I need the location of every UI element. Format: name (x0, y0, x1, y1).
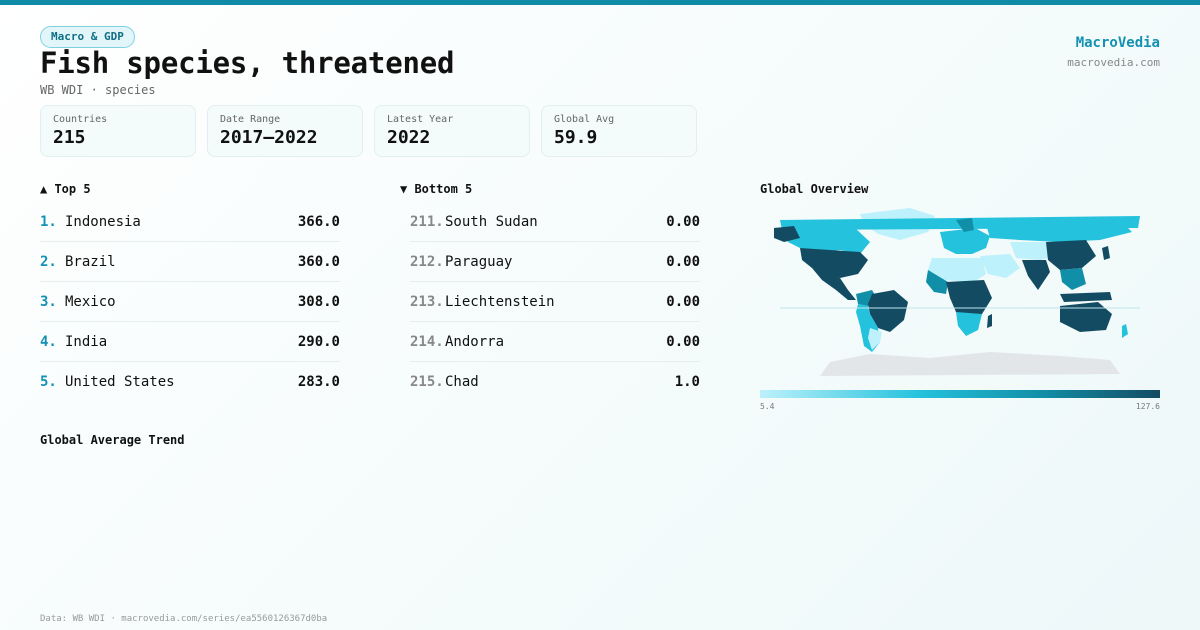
country-name: Liechtenstein (445, 293, 555, 310)
rank-number: 3. (40, 293, 57, 310)
stat-label: Latest Year (387, 114, 454, 125)
stat-label: Date Range (220, 114, 281, 125)
stat-card-global-avg: Global Avg 59.9 (541, 105, 697, 157)
map-legend-max: 127.6 (1135, 402, 1160, 411)
country-value: 366.0 (297, 213, 340, 230)
map-region-alaska (774, 226, 800, 242)
list-item[interactable]: 215. Chad 1.0 (410, 362, 700, 402)
country-value: 0.00 (666, 213, 700, 230)
map-region-north-africa (928, 258, 986, 282)
stat-card-countries: Countries 215 (40, 105, 196, 157)
map-region-japan (1102, 246, 1110, 260)
page-subtitle: WB WDI · species (40, 83, 156, 97)
stat-card-latest-year: Latest Year 2022 (374, 105, 530, 157)
rank-number: 4. (40, 333, 57, 350)
country-value: 290.0 (297, 333, 340, 350)
country-value: 360.0 (297, 253, 340, 270)
stat-card-date-range: Date Range 2017–2022 (207, 105, 363, 157)
map-region-west-africa (926, 270, 948, 294)
country-name: Indonesia (65, 213, 141, 230)
rank-number: 1. (40, 213, 57, 230)
map-region-indonesia (1060, 292, 1112, 302)
rank-number: 5. (40, 374, 57, 390)
trend-heading: Global Average Trend (40, 433, 185, 447)
country-value: 0.00 (666, 333, 700, 350)
map-region-madagascar (987, 314, 992, 328)
list-item[interactable]: 212. Paraguay 0.00 (410, 242, 700, 282)
map-region-brazil (868, 290, 908, 332)
rank-number: 213. (410, 293, 444, 310)
country-name: Brazil (65, 253, 116, 270)
rank-number: 215. (410, 374, 444, 390)
map-region-central-africa (946, 280, 992, 322)
map-region-argentina (868, 328, 882, 350)
list-item[interactable]: 4. India 290.0 (40, 322, 340, 362)
stat-value: 59.9 (554, 127, 598, 148)
map-region-china (1046, 240, 1096, 270)
world-map-svg[interactable] (760, 202, 1160, 382)
country-name: Andorra (445, 333, 505, 350)
map-region-russia (986, 220, 1132, 242)
map-heading: Global Overview (760, 182, 869, 196)
map-region-new-zealand (1122, 324, 1128, 338)
country-value: 0.00 (666, 253, 700, 270)
footer-source: Data: WB WDI · macrovedia.com/series/ea5… (40, 614, 328, 624)
country-name: India (65, 333, 108, 350)
list-item[interactable]: 2. Brazil 360.0 (40, 242, 340, 282)
list-item[interactable]: 1. Indonesia 366.0 (40, 202, 340, 242)
world-map[interactable] (760, 202, 1160, 382)
map-region-mexico (812, 268, 856, 300)
country-value: 308.0 (297, 293, 340, 310)
rank-number: 2. (40, 253, 57, 270)
map-region-scandinavia (956, 218, 974, 232)
map-legend-min: 5.4 (760, 402, 775, 411)
country-name: South Sudan (445, 213, 538, 230)
bottom5-list: 211. South Sudan 0.00 212. Paraguay 0.00 213. L… (410, 202, 700, 402)
country-name: Paraguay (445, 253, 513, 270)
map-region-antarctica (820, 352, 1120, 376)
map-region-usa (800, 248, 868, 278)
stat-label: Global Avg (554, 114, 615, 125)
map-region-europe (940, 228, 990, 254)
stat-label: Countries (53, 114, 108, 125)
top5-list: 1. Indonesia 366.0 2. Brazil 360.0 3. Mexico 308… (40, 202, 340, 402)
list-item[interactable]: 5. United States 283.0 (40, 362, 340, 402)
list-item[interactable]: 213. Liechtenstein 0.00 (410, 282, 700, 322)
map-region-southeast-asia (1060, 268, 1086, 290)
country-name: Mexico (65, 293, 116, 310)
country-value: 1.0 (674, 374, 700, 390)
stat-value: 2022 (387, 127, 431, 148)
rank-number: 212. (410, 253, 444, 270)
brand-name[interactable]: MacroVedia (1075, 35, 1160, 51)
rank-number: 211. (410, 213, 444, 230)
country-name: Chad (445, 374, 479, 390)
list-item[interactable]: 211. South Sudan 0.00 (410, 202, 700, 242)
map-region-canada (780, 226, 870, 254)
country-name: United States (65, 374, 175, 390)
list-item[interactable]: 214. Andorra 0.00 (410, 322, 700, 362)
map-legend-gradient (760, 390, 1160, 398)
accent-bar (0, 0, 1200, 5)
list-item[interactable]: 3. Mexico 308.0 (40, 282, 340, 322)
stat-value: 2017–2022 (220, 127, 318, 148)
page-title: Fish species, threatened (40, 46, 455, 80)
map-region-india (1022, 260, 1050, 290)
bottom5-heading: ▼ Bottom 5 (400, 182, 473, 196)
country-value: 0.00 (666, 293, 700, 310)
category-badge[interactable]: Macro & GDP (40, 26, 135, 48)
brand-url[interactable]: macrovedia.com (1067, 56, 1160, 69)
stat-value: 215 (53, 127, 86, 148)
country-value: 283.0 (297, 374, 340, 390)
map-region-southern-africa (956, 312, 982, 336)
map-region-middle-east (980, 254, 1020, 278)
top5-heading: ▲ Top 5 (40, 182, 91, 196)
map-region-australia (1060, 302, 1112, 332)
rank-number: 214. (410, 333, 444, 350)
